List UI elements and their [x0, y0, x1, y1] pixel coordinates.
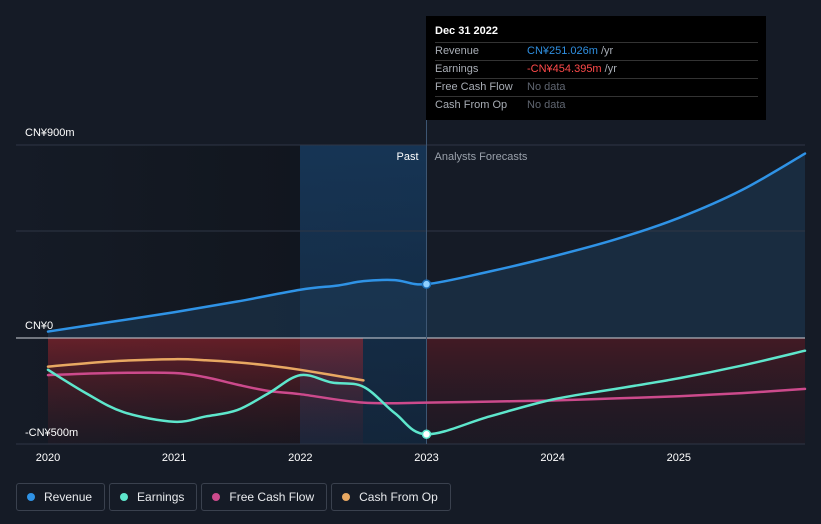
legend-label: Free Cash Flow [229, 490, 315, 504]
forecast-label: Analysts Forecasts [435, 151, 528, 163]
legend-item-earnings[interactable]: Earnings [109, 483, 198, 511]
y-axis-label: -CN¥500m [25, 427, 78, 439]
legend-dot-icon [27, 493, 35, 501]
tooltip: Dec 31 2022 Revenue CN¥251.026m /yr Earn… [426, 16, 766, 120]
negative-forecast-area [426, 338, 805, 444]
tooltip-label: Earnings [435, 63, 479, 75]
tooltip-row-earnings: Earnings -CN¥454.395m /yr [435, 60, 758, 78]
tooltip-label: Revenue [435, 45, 480, 57]
tooltip-value: -CN¥454.395m [527, 63, 602, 75]
series-layer [46, 152, 807, 439]
x-tick-label: 2020 [36, 452, 60, 464]
legend-dot-icon [342, 493, 351, 501]
x-tick-label: 2024 [540, 452, 564, 464]
legend-dot-icon [120, 493, 129, 501]
series-line-cash-from-op [46, 357, 365, 382]
x-tick-label: 2023 [414, 452, 438, 464]
tooltip-unit: /yr [597, 45, 614, 57]
background-layer [16, 145, 805, 444]
revenue-highlight-point [421, 279, 432, 289]
legend-label: Revenue [44, 490, 93, 504]
x-tick-label: 2022 [288, 452, 312, 464]
legend-item-cash-from-op[interactable]: Cash From Op [331, 483, 451, 511]
series-line-free-cash-flow [46, 371, 807, 405]
legend-label: Earnings [137, 490, 185, 504]
earnings-highlight-point [421, 429, 432, 439]
x-tick-label: 2025 [667, 452, 691, 464]
tooltip-unit: /yr [601, 63, 617, 75]
tooltip-row-cash-from-op: Cash From Op No data [435, 96, 758, 114]
tooltip-label: Free Cash Flow [435, 81, 513, 93]
x-tick-label: 2021 [162, 452, 186, 464]
series-line-revenue [46, 152, 807, 333]
revenue-area [48, 153, 805, 338]
legend-item-free-cash-flow[interactable]: Free Cash Flow [201, 483, 328, 511]
tooltip-label: Cash From Op [435, 99, 508, 111]
legend-dot-icon [212, 493, 221, 501]
tooltip-value: No data [527, 99, 566, 111]
legend-item-revenue[interactable]: Revenue [16, 483, 106, 511]
tooltip-row-free-cash-flow: Free Cash Flow No data [435, 78, 758, 96]
tooltip-row-revenue: Revenue CN¥251.026m /yr [435, 42, 758, 60]
tooltip-date: Dec 31 2022 [435, 25, 498, 37]
legend-label: Cash From Op [359, 490, 438, 504]
tooltip-value: CN¥251.026m [527, 45, 598, 57]
series-line-earnings [46, 349, 807, 436]
y-axis-label: CN¥0 [25, 320, 53, 332]
past-label: Past [396, 151, 418, 163]
y-axis-label: CN¥900m [25, 127, 75, 139]
negative-past-area [48, 338, 363, 444]
tooltip-value: No data [527, 81, 566, 93]
label-layer: CN¥900m CN¥0 -CN¥500m 2020 2021 2022 2023 2024 2… [25, 127, 691, 464]
legend: Revenue Earnings Free Cash Flow Cash Fro… [16, 483, 451, 511]
